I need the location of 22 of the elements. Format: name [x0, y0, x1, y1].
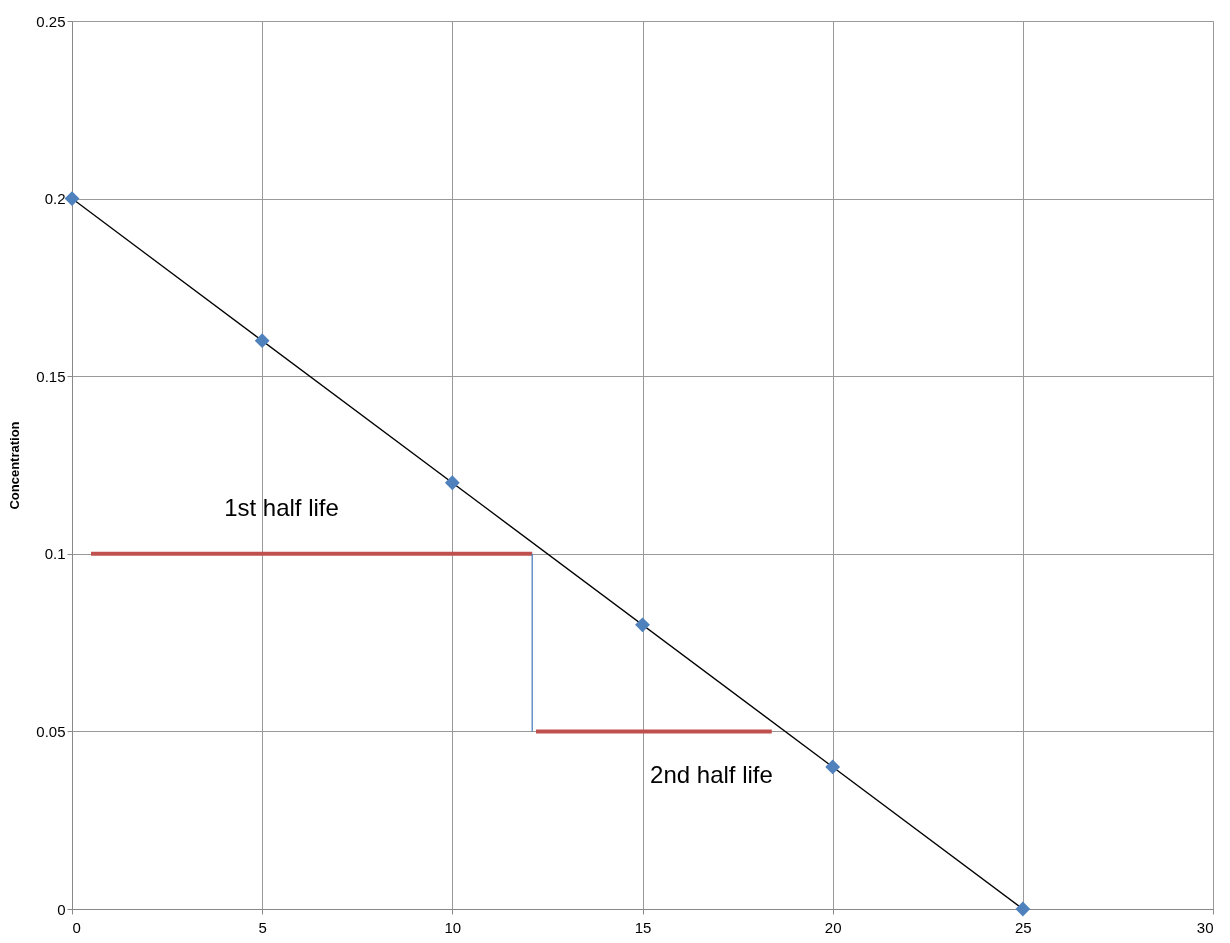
annotation: 2nd half life [650, 761, 773, 789]
point [635, 617, 650, 633]
y-axis-title: Concentration [7, 421, 23, 510]
x-tick-label: 20 [824, 918, 842, 936]
y-tick-label: 0.25 [36, 12, 66, 30]
x-tick-label: 10 [444, 918, 462, 936]
x-tick-label: 25 [1014, 918, 1032, 936]
annotation: 1st half life [224, 493, 339, 521]
point [64, 191, 80, 207]
y-tick-label: 0 [57, 900, 66, 918]
y-tick-label: 0.2 [44, 190, 66, 208]
point [1015, 901, 1031, 917]
point [254, 333, 270, 349]
point [825, 759, 841, 775]
x-tick-label: 0 [72, 918, 81, 936]
point [444, 475, 460, 491]
x-tick-label: 5 [258, 918, 267, 936]
y-tick-label: 0.15 [36, 367, 66, 385]
y-tick-label: 0.1 [44, 545, 66, 563]
x-tick-label: 30 [1196, 918, 1214, 936]
y-tick-label: 0.05 [36, 722, 66, 740]
x-tick-label: 15 [634, 918, 652, 936]
